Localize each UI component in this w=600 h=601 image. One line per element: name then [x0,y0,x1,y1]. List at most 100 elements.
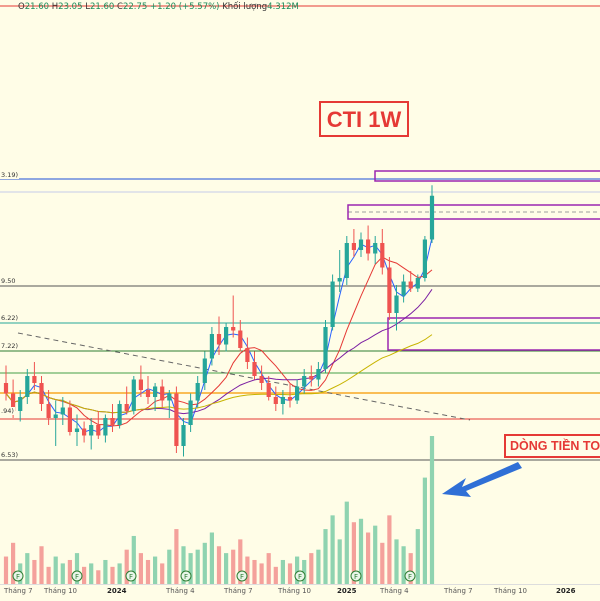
candle-body [124,404,129,411]
candle-body [309,376,314,380]
arrow-icon [442,462,522,497]
candle-body [287,397,293,401]
chart-title-annotation: CTI 1W [319,101,409,137]
candle-body [245,348,250,362]
high-key: H [51,2,59,12]
volume-bar [351,522,356,584]
candle-body [380,243,385,268]
candle [309,365,314,387]
candle-body [82,428,87,436]
volume-bar [209,532,214,584]
candle-body [238,330,243,348]
volume-bar [174,529,179,584]
open-value: 21.60 [24,2,50,12]
time-axis-label: Tháng 7 [224,587,253,595]
price-level-label: 9.50 [0,277,17,285]
time-axis[interactable]: Tháng 7 Tháng 10 2024 Tháng 4 Tháng 7 Th… [0,584,600,601]
dividend-marker-circle [236,570,248,582]
candle [330,274,335,331]
candle-body [358,239,364,250]
candle [259,365,264,390]
candle [160,379,165,408]
volume-bar [316,549,321,584]
volume-bar [202,542,207,584]
candle-body [415,278,420,289]
volume-bar [287,563,293,584]
dividend-marker: F [294,570,306,582]
volume-bar [110,566,115,584]
candle [18,390,23,422]
volume-bar [67,559,72,584]
volume-bar [160,563,165,584]
volume-bar [429,436,435,584]
candle-body [323,327,328,369]
volume-bar [117,563,122,584]
moving-average-line [5,256,433,427]
candle [422,236,427,282]
candle [124,386,129,415]
time-axis-label: Tháng 10 [278,587,312,595]
candle [138,365,143,397]
candle [302,369,307,394]
candle-body [145,390,151,397]
candle [39,376,44,411]
candle-body [266,383,271,397]
candle-body [74,428,80,432]
dividend-marker-label: F [298,573,302,581]
candle [89,418,94,450]
volume-bar [330,515,335,584]
candle [202,351,207,390]
volume-bar [280,559,285,584]
candle-body [18,397,23,411]
candle [387,257,392,320]
dividend-marker: F [12,570,24,582]
volume-bar [252,559,257,584]
volume-value: 4.312M [267,2,299,12]
candle [74,414,80,446]
candle [231,295,236,338]
candle [181,418,186,457]
volume-bar [82,566,87,584]
dividend-marker-circle [12,570,24,582]
candle-body [252,362,257,376]
time-axis-label: Tháng 10 [44,587,78,595]
candle [323,320,328,373]
candle-body [231,327,236,331]
candle [344,236,349,285]
time-axis-label: Tháng 4 [380,587,409,595]
candle [131,376,136,415]
candle [46,390,51,425]
dividend-marker-circle [71,570,83,582]
candle-body [195,383,200,401]
volume-bar [138,553,143,584]
close-value: 22.75 [122,2,148,12]
candle [287,383,293,408]
price-level-label: .94) [0,407,15,415]
candle [25,369,30,404]
dividend-marker-circle [294,570,306,582]
volume-bar [295,556,300,584]
candle-body [351,243,356,250]
volume-bar [167,549,172,584]
candle [408,271,413,292]
dividend-marker-circle [404,570,416,582]
volume-bar [53,556,58,584]
candle-body [401,281,406,296]
volume-bar [344,501,349,584]
volume-bar [46,566,51,584]
candle [209,327,214,366]
volume-bar [309,553,314,584]
candle-body [131,379,136,411]
volume-key: Khối lượng [222,2,268,12]
dividend-marker-label: F [16,573,20,581]
money-flow-annotation: DÒNG TIỀN TO [504,434,600,458]
candle-body [273,397,278,404]
candle-body [32,376,37,383]
candle [380,229,385,275]
candle-body [302,376,307,387]
price-level-label: 6.22) [0,314,20,322]
candle-body [160,386,165,401]
low-key: L [85,2,90,12]
